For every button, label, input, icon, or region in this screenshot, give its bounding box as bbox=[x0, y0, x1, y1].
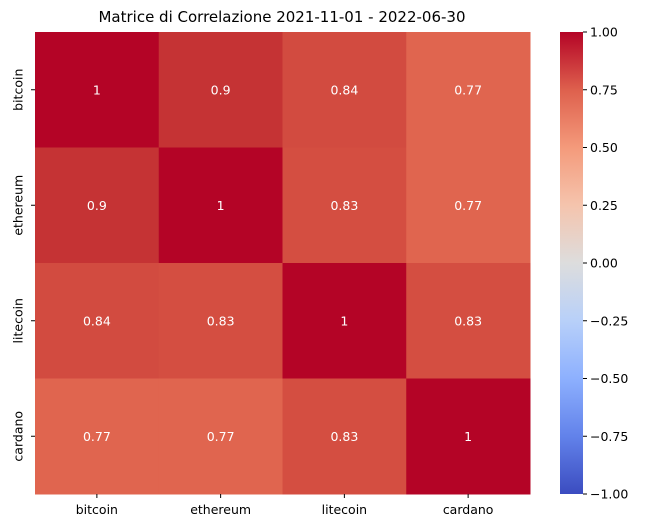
cell-label-bitcoin-cardano: 0.77 bbox=[454, 82, 482, 97]
x-axis: bitcoin ethereum litecoin cardano bbox=[76, 494, 494, 517]
heatmap-cell-bitcoin-ethereum bbox=[158, 32, 283, 148]
y-axis: bitcoin ethereum litecoin cardano bbox=[11, 69, 35, 462]
colorbar-tick-label: −0.50 bbox=[590, 371, 628, 386]
colorbar-gradient bbox=[560, 32, 583, 494]
cell-label-litecoin-ethereum: 0.83 bbox=[207, 313, 235, 328]
colorbar: 1.00 0.75 0.50 0.25 0.00 −0.25 −0.50 −0.75 −1.00 bbox=[560, 25, 628, 502]
heatmap-grid bbox=[35, 32, 531, 495]
y-tick-label-litecoin: litecoin bbox=[11, 298, 26, 343]
cell-label-bitcoin-litecoin: 0.84 bbox=[330, 82, 358, 97]
cell-label-bitcoin-ethereum: 0.9 bbox=[211, 82, 231, 97]
cell-label-cardano-cardano: 1 bbox=[464, 429, 472, 444]
colorbar-tick-label: −0.75 bbox=[590, 429, 628, 444]
heatmap-cell-ethereum-litecoin bbox=[282, 147, 407, 264]
x-tick-label-litecoin: litecoin bbox=[322, 502, 367, 517]
cell-label-bitcoin-bitcoin: 1 bbox=[93, 82, 101, 97]
cell-label-ethereum-ethereum: 1 bbox=[217, 198, 225, 213]
colorbar-tick-label: 0.50 bbox=[590, 140, 618, 155]
heatmap-cell-bitcoin-bitcoin bbox=[35, 32, 160, 148]
heatmap-cell-cardano-litecoin bbox=[282, 378, 407, 495]
heatmap-cell-litecoin-bitcoin bbox=[35, 263, 160, 379]
heatmap-cell-bitcoin-cardano bbox=[406, 32, 531, 148]
chart-title: Matrice di Correlazione 2021-11-01 - 202… bbox=[98, 8, 465, 26]
colorbar-tick-label: 0.00 bbox=[590, 256, 618, 271]
cell-label-ethereum-bitcoin: 0.9 bbox=[87, 198, 107, 213]
colorbar-tick-label: 0.75 bbox=[590, 82, 618, 97]
heatmap-cell-ethereum-ethereum bbox=[158, 147, 283, 264]
cell-label-litecoin-litecoin: 1 bbox=[340, 313, 348, 328]
x-tick-label-ethereum: ethereum bbox=[190, 502, 251, 517]
cell-label-litecoin-cardano: 0.83 bbox=[454, 313, 482, 328]
cell-label-cardano-ethereum: 0.77 bbox=[207, 429, 235, 444]
cell-label-cardano-litecoin: 0.83 bbox=[330, 429, 358, 444]
heatmap-cell-cardano-ethereum bbox=[158, 378, 283, 495]
x-tick-label-cardano: cardano bbox=[443, 502, 494, 517]
heatmap-cell-cardano-cardano bbox=[406, 378, 531, 495]
y-tick-label-cardano: cardano bbox=[11, 411, 26, 462]
heatmap-cell-litecoin-ethereum bbox=[158, 263, 283, 379]
cell-label-ethereum-cardano: 0.77 bbox=[454, 198, 482, 213]
heatmap-cell-cardano-bitcoin bbox=[35, 378, 160, 495]
cell-label-litecoin-bitcoin: 0.84 bbox=[83, 313, 111, 328]
colorbar-tick-label: −0.25 bbox=[590, 313, 628, 328]
cell-label-ethereum-litecoin: 0.83 bbox=[330, 198, 358, 213]
heatmap-cell-litecoin-cardano bbox=[406, 263, 531, 379]
heatmap-cell-bitcoin-litecoin bbox=[282, 32, 407, 148]
colorbar-tick-label: −1.00 bbox=[590, 487, 628, 502]
colorbar-tick-label: 1.00 bbox=[590, 25, 618, 40]
x-tick-label-bitcoin: bitcoin bbox=[76, 502, 118, 517]
y-tick-label-bitcoin: bitcoin bbox=[11, 69, 26, 111]
heatmap-cell-litecoin-litecoin bbox=[282, 263, 407, 379]
cell-label-cardano-bitcoin: 0.77 bbox=[83, 429, 111, 444]
y-tick-label-ethereum: ethereum bbox=[11, 175, 26, 236]
heatmap-cell-ethereum-cardano bbox=[406, 147, 531, 264]
colorbar-tick-label: 0.25 bbox=[590, 198, 618, 213]
heatmap-cell-ethereum-bitcoin bbox=[35, 147, 160, 264]
cell-annotations: 1 0.9 0.84 0.77 0.9 1 0.83 0.77 0.84 0.83 1 0.83 0.7… bbox=[83, 82, 482, 444]
